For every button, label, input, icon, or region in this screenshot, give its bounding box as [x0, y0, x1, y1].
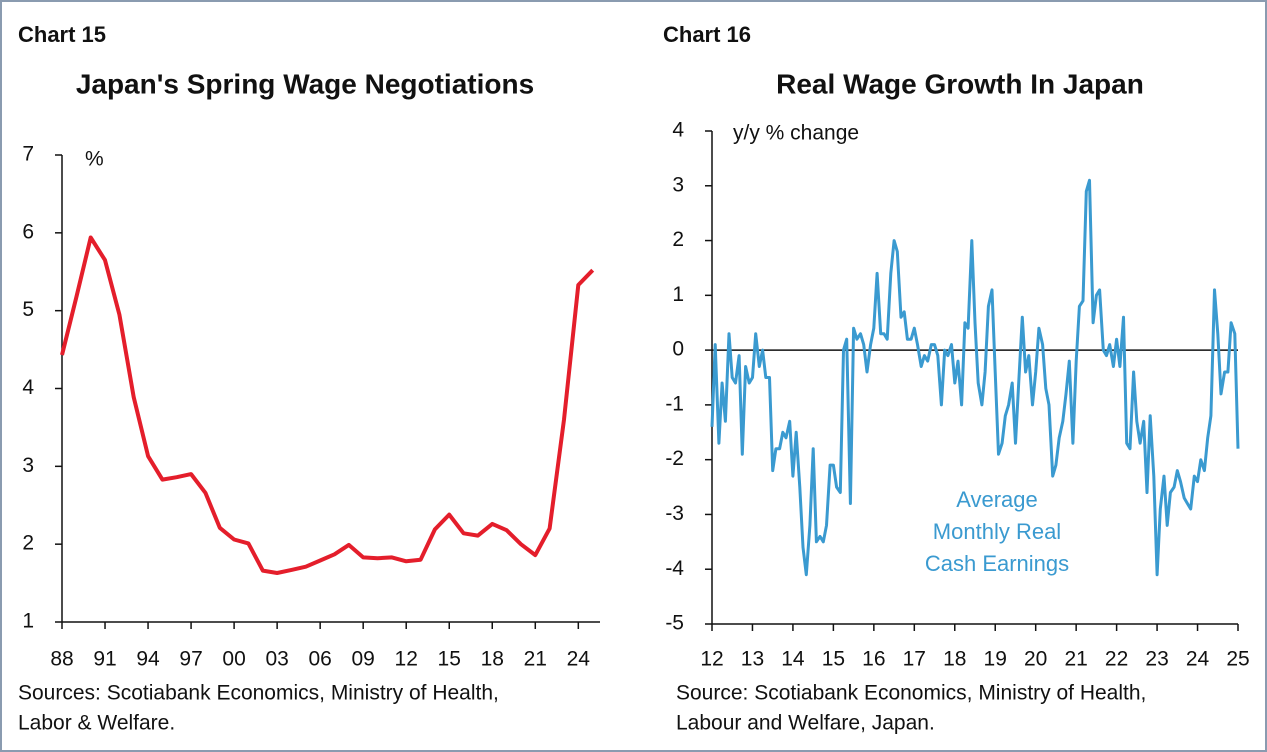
x-tick-label: 09 [352, 648, 375, 671]
x-tick-label: 15 [822, 648, 845, 671]
x-tick-label: 14 [781, 648, 805, 671]
y-tick-label: 2 [22, 532, 34, 555]
y-tick-label: 0 [672, 338, 684, 361]
x-tick-label: 22 [1105, 648, 1128, 671]
x-tick-label: 24 [1186, 648, 1210, 671]
annotation: Average [956, 487, 1038, 512]
source-note: Sources: Scotiabank Economics, Ministry … [18, 682, 499, 705]
data-line [60, 235, 595, 575]
y-tick-label: -4 [665, 557, 684, 580]
y-tick-label: 1 [672, 283, 684, 306]
chart-title: Japan's Spring Wage Negotiations [76, 68, 534, 99]
unit-label: % [85, 148, 104, 171]
x-tick-label: 25 [1226, 648, 1249, 671]
y-tick-label: -2 [665, 447, 684, 470]
source-note: Labour and Welfare, Japan. [676, 712, 935, 735]
x-tick-label: 12 [700, 648, 723, 671]
y-tick-label: 4 [22, 376, 34, 399]
x-tick-label: 17 [903, 648, 926, 671]
x-tick-label: 21 [1064, 648, 1087, 671]
x-tick-label: 20 [1024, 648, 1047, 671]
x-tick-label: 18 [943, 648, 966, 671]
data-line [710, 178, 1240, 577]
x-tick-label: 19 [984, 648, 1007, 671]
source-note: Source: Scotiabank Economics, Ministry o… [676, 682, 1146, 705]
x-tick-label: 24 [567, 648, 591, 671]
x-tick-label: 03 [265, 648, 288, 671]
y-tick-label: -3 [665, 502, 684, 525]
x-tick-label: 21 [524, 648, 547, 671]
x-tick-label: 16 [862, 648, 885, 671]
source-note: Labor & Welfare. [18, 712, 175, 735]
x-tick-label: 94 [136, 648, 160, 671]
x-tick-label: 97 [179, 648, 202, 671]
x-tick-label: 88 [50, 648, 73, 671]
x-tick-label: 13 [741, 648, 764, 671]
y-tick-label: 6 [22, 220, 34, 243]
annotation: Cash Earnings [925, 551, 1069, 576]
annotation: Monthly Real [933, 519, 1061, 544]
chart-title: Real Wage Growth In Japan [776, 68, 1144, 99]
y-tick-label: 5 [22, 298, 34, 321]
x-tick-label: 00 [222, 648, 245, 671]
y-tick-label: 4 [672, 119, 684, 142]
chart-label: Chart 16 [663, 22, 751, 47]
x-tick-label: 12 [395, 648, 418, 671]
y-tick-label: -5 [665, 612, 684, 635]
chart-label: Chart 15 [18, 22, 106, 47]
x-tick-label: 15 [438, 648, 461, 671]
y-tick-label: 3 [672, 173, 684, 196]
y-tick-label: 1 [22, 610, 34, 633]
y-tick-label: 2 [672, 228, 684, 251]
y-tick-label: 7 [22, 143, 34, 166]
x-tick-label: 91 [93, 648, 116, 671]
x-tick-label: 06 [308, 648, 331, 671]
x-tick-label: 23 [1145, 648, 1168, 671]
unit-label: y/y % change [733, 122, 859, 145]
y-tick-label: -1 [665, 392, 684, 415]
y-tick-label: 3 [22, 454, 34, 477]
x-tick-label: 18 [481, 648, 504, 671]
